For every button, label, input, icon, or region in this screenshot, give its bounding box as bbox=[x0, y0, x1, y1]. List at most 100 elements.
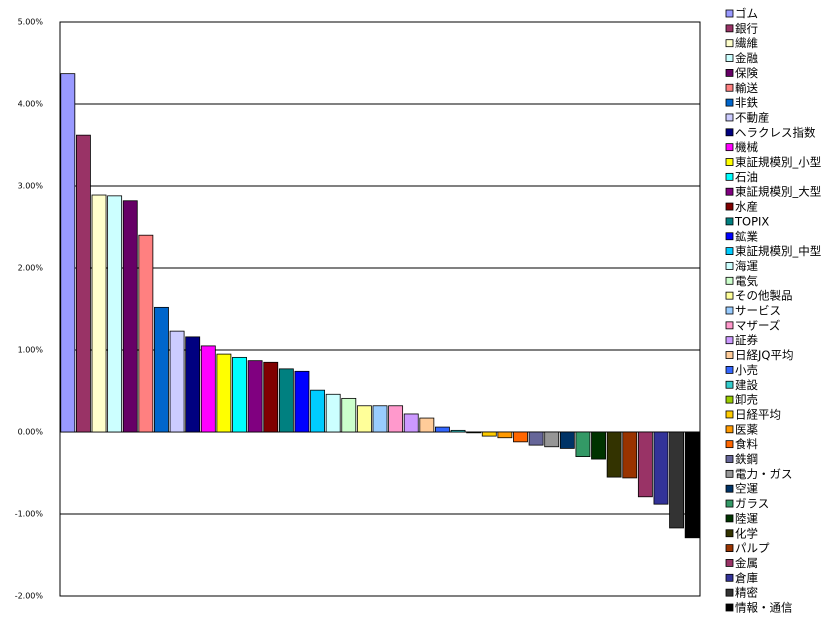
bar bbox=[544, 431, 560, 448]
bar bbox=[450, 429, 466, 433]
y-tick-label: -1.00% bbox=[15, 510, 44, 519]
legend-swatch bbox=[725, 529, 734, 538]
legend-label: TOPIX bbox=[734, 214, 769, 228]
legend-swatch bbox=[725, 380, 734, 389]
bar bbox=[637, 431, 653, 498]
bar bbox=[310, 389, 325, 433]
legend-swatch bbox=[725, 247, 734, 256]
legend-label: 銀行 bbox=[735, 21, 758, 35]
bar bbox=[356, 405, 372, 433]
legend-swatch bbox=[725, 113, 734, 122]
legend-label: マザーズ bbox=[735, 318, 780, 332]
legend-label: 日経JQ平均 bbox=[735, 348, 793, 362]
legend-swatch bbox=[725, 291, 734, 300]
legend-label: その他製品 bbox=[735, 289, 793, 303]
bar bbox=[247, 360, 263, 433]
legend-swatch bbox=[725, 24, 734, 33]
y-tick-label: 3.00% bbox=[18, 182, 44, 191]
bar bbox=[216, 353, 232, 433]
legend-swatch bbox=[725, 425, 734, 434]
legend-label: ゴム bbox=[735, 7, 758, 21]
legend-swatch bbox=[725, 306, 734, 315]
legend-swatch bbox=[725, 499, 734, 508]
bar bbox=[653, 431, 669, 505]
bar bbox=[513, 431, 528, 443]
legend-swatch bbox=[725, 559, 734, 567]
legend-label: 倉庫 bbox=[735, 571, 758, 585]
bar bbox=[122, 200, 138, 433]
bar bbox=[403, 413, 419, 433]
bar bbox=[232, 356, 247, 433]
legend-swatch bbox=[725, 440, 734, 449]
legend-swatch bbox=[725, 469, 734, 478]
legend-swatch bbox=[725, 232, 734, 241]
y-tick-label: 0.00% bbox=[18, 428, 44, 437]
legend-label: 証券 bbox=[735, 333, 758, 347]
legend-swatch bbox=[725, 172, 734, 181]
bar bbox=[497, 431, 513, 439]
legend-label: 東証規模別_小型 bbox=[735, 155, 821, 169]
bar bbox=[263, 361, 279, 433]
bar bbox=[107, 195, 123, 433]
legend-swatch bbox=[725, 336, 734, 345]
bar bbox=[294, 370, 310, 433]
bar bbox=[200, 345, 216, 433]
legend-swatch bbox=[725, 514, 734, 523]
legend-swatch bbox=[725, 54, 734, 62]
legend-label: 小売 bbox=[735, 363, 758, 377]
legend-label: ガラス bbox=[735, 497, 769, 511]
legend-label: 化学 bbox=[735, 526, 758, 540]
bar bbox=[684, 431, 700, 539]
bar bbox=[60, 73, 76, 433]
legend-label: 東証規模別_中型 bbox=[735, 244, 821, 258]
legend-swatch bbox=[725, 202, 734, 211]
legend-label: ヘラクレス指数 bbox=[735, 125, 816, 139]
legend-label: 精密 bbox=[735, 586, 758, 600]
legend-swatch bbox=[725, 262, 734, 270]
legend-label: 非鉄 bbox=[735, 96, 758, 110]
legend-swatch bbox=[725, 544, 734, 552]
y-tick-label: 4.00% bbox=[18, 100, 44, 109]
legend-label: 卸売 bbox=[735, 393, 758, 407]
legend-swatch bbox=[725, 187, 734, 196]
legend-swatch bbox=[725, 69, 734, 77]
legend-label: 輸送 bbox=[735, 81, 758, 95]
legend-swatch bbox=[725, 321, 734, 330]
legend-label: 機械 bbox=[735, 140, 758, 154]
legend-label: 繊維 bbox=[735, 36, 758, 50]
bar bbox=[606, 431, 622, 478]
legend-label: 電気 bbox=[735, 274, 758, 288]
legend-swatch bbox=[725, 365, 734, 374]
legend-swatch bbox=[725, 9, 734, 18]
legend-label: 鉄鋼 bbox=[735, 452, 758, 466]
bar bbox=[75, 134, 91, 433]
legend-label: 電力・ガス bbox=[735, 467, 793, 481]
legend-swatch bbox=[725, 351, 734, 359]
legend-label: 不動産 bbox=[735, 110, 770, 124]
bar bbox=[591, 431, 606, 460]
legend-swatch bbox=[725, 83, 734, 92]
bar bbox=[91, 194, 107, 433]
bar bbox=[435, 426, 450, 433]
legend-swatch bbox=[725, 217, 734, 226]
legend-label: 食料 bbox=[735, 437, 758, 451]
legend-swatch bbox=[725, 128, 734, 137]
bar bbox=[669, 431, 685, 529]
legend-swatch bbox=[725, 410, 734, 419]
legend-swatch bbox=[725, 455, 734, 463]
legend-label: 空運 bbox=[735, 482, 758, 496]
bar bbox=[419, 417, 435, 433]
legend-swatch bbox=[725, 276, 734, 285]
bar bbox=[278, 368, 294, 433]
legend-swatch bbox=[725, 158, 734, 166]
legend-label: 水産 bbox=[735, 200, 758, 214]
bar bbox=[138, 234, 154, 433]
bar bbox=[154, 306, 169, 433]
bar bbox=[341, 397, 357, 433]
bar bbox=[481, 431, 497, 437]
legend-label: 金属 bbox=[735, 556, 758, 570]
bar bbox=[325, 393, 341, 433]
legend-label: 陸運 bbox=[735, 511, 758, 525]
legend-swatch bbox=[725, 603, 734, 612]
